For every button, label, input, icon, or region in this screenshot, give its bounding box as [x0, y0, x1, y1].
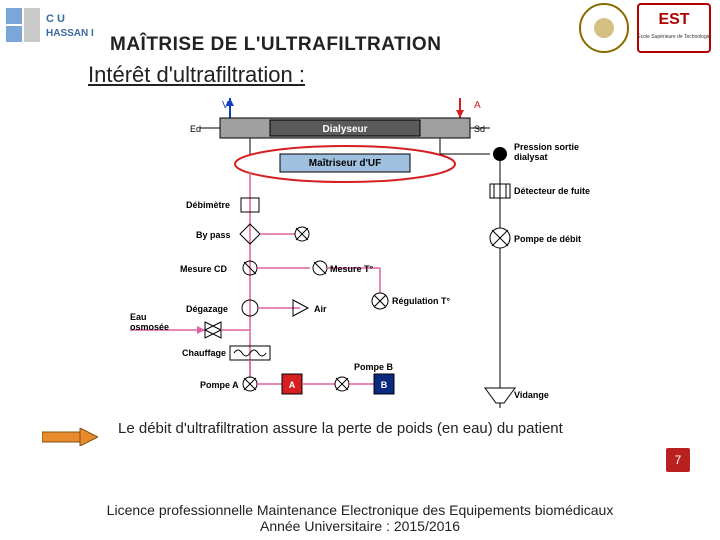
svg-text:Air: Air	[314, 304, 327, 314]
uf-diagram: V A Ed Sd Dialyseur Maîtriseur d'UF Pres…	[130, 98, 590, 408]
page-number: 7	[666, 448, 690, 472]
svg-text:Eau: Eau	[130, 312, 147, 322]
svg-text:Sd: Sd	[474, 124, 485, 134]
header: C U HASSAN II MAÎTRISE DE L'ULTRAFILTRAT…	[0, 0, 720, 60]
svg-text:C U: C U	[46, 13, 65, 25]
svg-text:Pompe B: Pompe B	[354, 362, 394, 372]
svg-text:École Supérieure de Technologi: École Supérieure de Technologie	[637, 33, 711, 40]
body-text: Le débit d'ultrafiltration assure la per…	[118, 420, 568, 439]
svg-text:Chauffage: Chauffage	[182, 348, 226, 358]
svg-text:dialysat: dialysat	[514, 152, 548, 162]
svg-text:Dégazage: Dégazage	[186, 304, 228, 314]
chu-logo: C U HASSAN II	[4, 2, 94, 50]
svg-text:Détecteur de fuite de sang: Détecteur de fuite de sang	[514, 186, 590, 196]
svg-text:Pompe A: Pompe A	[200, 380, 239, 390]
svg-text:Dialyseur: Dialyseur	[322, 124, 367, 135]
svg-text:HASSAN II: HASSAN II	[46, 28, 94, 39]
footer-line2: Année Universitaire : 2015/2016	[0, 518, 720, 534]
svg-text:Ed: Ed	[190, 124, 201, 134]
svg-text:Mesure T°: Mesure T°	[330, 264, 374, 274]
svg-text:By pass: By pass	[196, 230, 231, 240]
svg-text:Vidange: Vidange	[514, 390, 549, 400]
svg-text:B: B	[381, 380, 388, 390]
est-logo: EST École Supérieure de Technologie	[576, 2, 716, 56]
svg-text:osmosée: osmosée	[130, 322, 169, 332]
arrow-icon	[42, 428, 98, 446]
a-label: A	[474, 100, 481, 111]
svg-text:Mesure CD: Mesure CD	[180, 264, 228, 274]
svg-text:Maîtriseur d'UF: Maîtriseur d'UF	[309, 158, 381, 169]
svg-text:A: A	[289, 380, 296, 390]
v-label: V	[222, 100, 229, 111]
footer: Licence professionnelle Maintenance Elec…	[0, 502, 720, 534]
svg-text:Régulation T°: Régulation T°	[392, 296, 450, 306]
svg-text:Pompe de débit: Pompe de débit	[514, 234, 581, 244]
svg-text:Débimètre: Débimètre	[186, 200, 230, 210]
subtitle: Intérêt d'ultrafiltration :	[88, 62, 305, 88]
svg-text:EST: EST	[658, 11, 689, 28]
svg-text:Pression sortie: Pression sortie	[514, 142, 579, 152]
footer-line1: Licence professionnelle Maintenance Elec…	[0, 502, 720, 518]
page-title: MAÎTRISE DE L'ULTRAFILTRATION	[110, 34, 441, 56]
